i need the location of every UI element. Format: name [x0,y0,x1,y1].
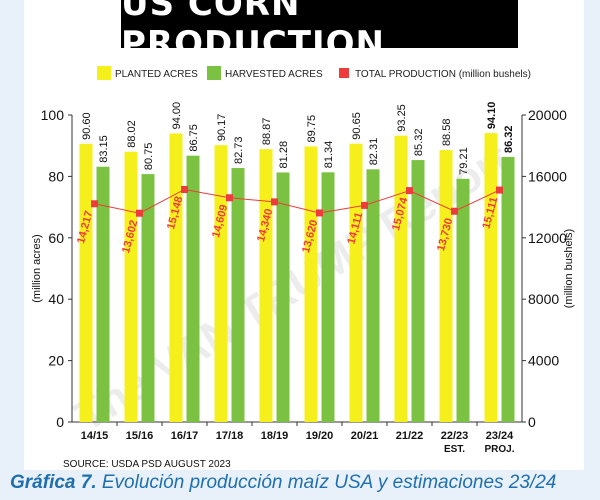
bar-planted [349,143,363,422]
bar-planted [214,145,228,422]
legend-swatch-1 [207,66,221,80]
bar-label-harvested: 81.28 [278,141,290,169]
bar-label-planted: 90.65 [351,112,363,140]
bar-label-harvested: 81.34 [323,141,335,169]
bar-harvested [141,174,155,422]
x-tick-label: 14/15 [81,430,109,442]
production-point [406,187,413,195]
legend-label-0: PLANTED ACRES [115,69,198,80]
bar-label-planted: 88.87 [261,118,273,146]
bar-harvested [366,169,380,422]
bar-harvested [231,168,245,422]
bar-planted [124,151,138,422]
production-point [361,201,368,209]
bar-label-planted: 88.02 [126,120,138,148]
bar-harvested [186,155,200,423]
production-line [94,188,500,214]
x-tick-label: 20/21 [351,430,379,442]
legend-label-1: HARVESTED ACRES [225,69,323,80]
y-tick-label-right: 16000 [528,168,567,184]
x-tick-sublabel: PROJ. [484,444,514,455]
x-tick-label: 21/22 [396,430,424,442]
y-tick-label-left: 80 [48,168,64,184]
bar-planted [259,149,273,422]
legend-swatch-0 [97,66,111,80]
bar-label-harvested: 82.73 [233,136,245,164]
bar-planted [169,133,183,423]
production-point [136,209,143,217]
bar-label-planted: 94.10 [486,102,498,130]
bar-harvested [411,160,425,422]
bar-label-harvested: 80.75 [143,143,155,171]
x-tick-label: 19/20 [306,430,334,442]
bar-label-harvested: 79.21 [458,147,470,175]
production-point [226,194,233,202]
production-point [91,200,98,208]
bar-planted [304,146,318,422]
bar-label-planted: 90.17 [216,114,228,142]
x-tick-label: 17/18 [216,430,244,442]
y-tick-label-right: 8000 [528,291,559,307]
bar-label-harvested: 86.32 [503,125,515,153]
caption-label: Gráfica 7. [10,472,97,493]
y-tick-label-right: 20000 [528,107,567,123]
production-point [181,185,188,193]
legend-swatch-2 [339,68,349,78]
production-point [271,198,278,206]
bar-harvested [456,178,470,422]
y-tick-label-left: 40 [48,291,64,307]
bar-label-planted: 88.58 [441,119,453,147]
bar-harvested [501,156,515,422]
x-tick-label: 23/24 [486,430,514,442]
source-note: SOURCE: USDA PSD AUGUST 2023 [63,459,231,470]
y-tick-label-left: 20 [48,353,64,369]
bar-planted [439,150,453,423]
caption-text: Evolución producción maíz USA y estimaci… [96,472,557,493]
bar-label-planted: 93.25 [396,104,408,132]
production-point [316,209,323,217]
bar-planted [394,135,408,422]
bar-label-harvested: 82.31 [368,138,380,166]
bar-label-harvested: 83.15 [98,135,110,163]
x-tick-label: 22/23 [441,430,469,442]
bar-label-planted: 89.75 [306,115,318,143]
production-point [496,186,503,194]
y-tick-label-right: 4000 [528,353,559,369]
y-axis-label-right: (million bushels) [563,229,575,308]
figure-caption: Gráfica 7. Evolución producción maíz USA… [0,472,600,500]
x-tick-sublabel: EST. [444,444,465,455]
bar-label-harvested: 85.32 [413,129,425,157]
y-axis-label-left: (million acres) [31,234,43,302]
bar-harvested [96,166,110,422]
bar-harvested [276,172,290,422]
y-tick-label-right: 12000 [528,230,567,246]
y-tick-label-left: 60 [48,230,64,246]
x-tick-label: 16/17 [171,430,199,442]
legend-label-2: TOTAL PRODUCTION (million bushels) [355,69,531,80]
bar-harvested [321,172,335,422]
bar-label-planted: 90.60 [81,112,93,140]
y-tick-label-left: 100 [41,107,65,123]
x-tick-label: 15/16 [126,430,154,442]
bar-label-planted: 94.00 [171,102,183,130]
bar-label-harvested: 86.75 [188,124,200,152]
x-tick-label: 18/19 [261,430,289,442]
bar-planted [484,133,498,422]
y-tick-label-right: 0 [528,414,536,430]
y-tick-label-left: 0 [56,414,64,430]
bar-planted [79,143,93,422]
production-point [451,207,458,215]
